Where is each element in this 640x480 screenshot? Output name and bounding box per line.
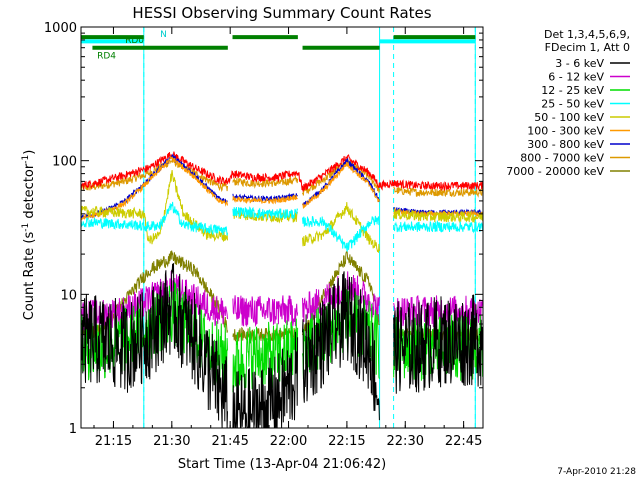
flag-label-n: N: [160, 30, 167, 40]
y-axis-label-mid: detector: [22, 163, 37, 223]
legend-label-7: 800 - 7000 keV: [520, 152, 604, 165]
series-line-800-7000-keV: [80, 157, 484, 198]
series-line-50-100-keV: [80, 170, 484, 253]
y-axis-ticks: 1 10 100 1000: [44, 21, 483, 437]
legend-header-1: FDecim 1, Att 0: [545, 41, 630, 54]
legend-label-8: 7000 - 20000 keV: [506, 165, 604, 178]
flag-label-rd0: RD0: [125, 36, 144, 46]
plot-area: N RD0 RD4: [80, 27, 484, 429]
y-axis-label-suffix: ): [22, 150, 37, 155]
flag-label-rd4: RD4: [97, 52, 116, 62]
legend-label-5: 100 - 300 keV: [527, 125, 604, 138]
x-tick-label-3: 22:00: [270, 434, 307, 449]
y-tick-label-2: 100: [52, 155, 77, 170]
legend-label-4: 50 - 100 keV: [534, 111, 604, 124]
timestamp: 7-Apr-2010 21:28: [557, 467, 636, 477]
legend-label-3: 25 - 50 keV: [541, 98, 604, 111]
x-tick-label-2: 21:45: [211, 434, 248, 449]
legend-label-0: 3 - 6 keV: [555, 57, 604, 70]
legend-label-6: 300 - 800 keV: [527, 138, 604, 151]
y-tick-label-0: 1: [69, 422, 77, 437]
chart-title: HESSI Observing Summary Count Rates: [132, 4, 431, 22]
x-tick-label-6: 22:45: [445, 434, 482, 449]
y-tick-label-1: 10: [60, 288, 77, 303]
y-axis-label-sup1: -1: [21, 223, 31, 232]
series-line-100-300-keV: [80, 155, 484, 221]
series-line-7000-20000-keV: [80, 250, 484, 343]
y-tick-label-3: 1000: [44, 21, 77, 36]
x-tick-label-5: 22:30: [387, 434, 424, 449]
plot-frame: [80, 26, 484, 429]
series-line-unlabeled-red: [80, 151, 484, 192]
legend: Det 1,3,4,5,6,9,FDecim 1, Att 0 3 - 6 keV…: [506, 28, 630, 178]
series-line-6-12-keV: [80, 270, 484, 331]
x-axis-label: Start Time (13-Apr-04 21:06:42): [178, 457, 386, 472]
y-axis-label-sup2: -1: [21, 155, 31, 164]
y-axis-label-prefix: Count Rate (s: [22, 232, 37, 321]
x-axis-ticks: 21:15 21:30 21:45 22:00 22:15 22:30 22:45: [93, 27, 482, 449]
series-line-25-50-keV: [80, 201, 484, 253]
series-line-3-6-keV: [80, 263, 484, 429]
x-tick-label-1: 21:30: [153, 434, 190, 449]
x-tick-label-0: 21:15: [95, 434, 132, 449]
legend-label-2: 12 - 25 keV: [541, 84, 604, 97]
legend-label-1: 6 - 12 keV: [548, 71, 604, 84]
y-axis-label: Count Rate (s-1 detector-1): [21, 150, 37, 321]
x-tick-label-4: 22:15: [328, 434, 365, 449]
legend-header-0: Det 1,3,4,5,6,9,: [544, 28, 630, 41]
